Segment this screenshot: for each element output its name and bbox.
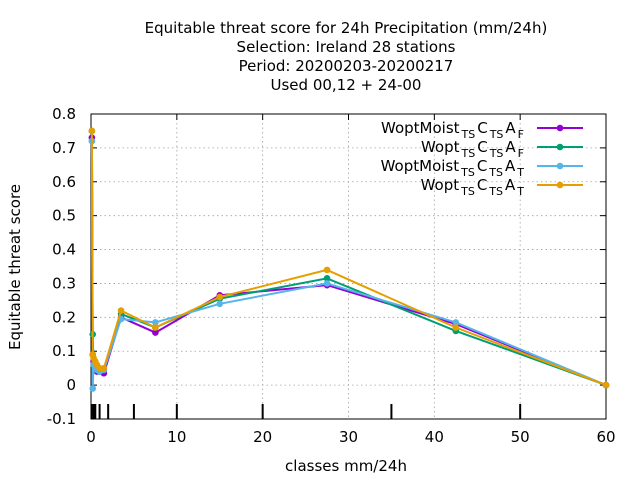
data-point [152,324,159,331]
data-point [89,385,97,392]
series-line [90,130,607,387]
title-line: Equitable threat score for 24h Precipita… [145,19,548,37]
legend-label: Wopt TS C TS A F [421,138,524,160]
x-axis: 0 10 20 30 40 50 60 [86,114,616,446]
series-line [90,137,607,387]
y-tick-label: 0.5 [52,207,76,225]
legend-swatch-point [556,143,564,151]
grid [91,114,606,419]
series-2 [88,127,610,389]
data-point [323,280,331,287]
series-1 [88,134,610,389]
series-group [88,127,610,392]
class-marks [90,404,522,419]
x-tick-label: 10 [167,428,186,446]
series-3 [88,137,610,392]
x-tick-label: 40 [425,428,444,446]
x-tick-label: 30 [339,428,358,446]
data-point [152,329,159,336]
y-tick-label: 0.8 [52,105,76,123]
data-point [152,319,159,326]
y-tick-label: 0.2 [52,308,76,326]
y-tick-label: 0.1 [52,342,76,360]
x-tick-label: 20 [253,428,272,446]
legend-label: Wopt TS C TS A T [421,176,525,198]
y-tick-label: 0.7 [52,139,76,157]
data-point [452,324,460,331]
y-tick-label: 0 [66,376,76,394]
y-tick-label: 0.6 [52,173,76,191]
title-line: Selection: Ireland 28 stations [237,38,456,56]
y-tick-label: 0.3 [52,274,76,292]
x-tick-label: 0 [86,428,96,446]
series-line [90,130,607,387]
title-line: Period: 20200203-20200217 [239,57,454,75]
chart-title: Equitable threat score for 24h Precipita… [145,19,548,94]
data-point [216,300,224,308]
series-4 [88,127,610,389]
data-point [323,266,331,274]
data-point [100,364,108,372]
legend-swatch-point [556,181,564,189]
y-axis: -0.1 0 0.1 0.2 0.3 0.4 0.5 0.6 0.7 0.8 [47,105,606,428]
x-tick-label: 60 [596,428,615,446]
y-axis-label: Equitable threat score [6,184,24,350]
data-point [117,307,125,314]
data-point [602,381,610,389]
y-tick-label: -0.1 [47,410,76,428]
x-tick-label: 50 [511,428,530,446]
legend-label: WoptMoist TS C TS A T [381,157,525,179]
y-tick-label: 0.4 [52,241,76,259]
data-point [88,127,96,135]
legend-swatch-point [556,124,564,132]
data-point [323,275,331,282]
title-line: Used 00,12 + 24-00 [271,76,422,94]
legend-label: WoptMoist TS C TS A F [381,119,524,141]
x-axis-label: classes mm/24h [285,457,407,475]
data-point [216,293,224,301]
data-point [452,319,460,326]
legend-swatch-point [556,162,564,170]
